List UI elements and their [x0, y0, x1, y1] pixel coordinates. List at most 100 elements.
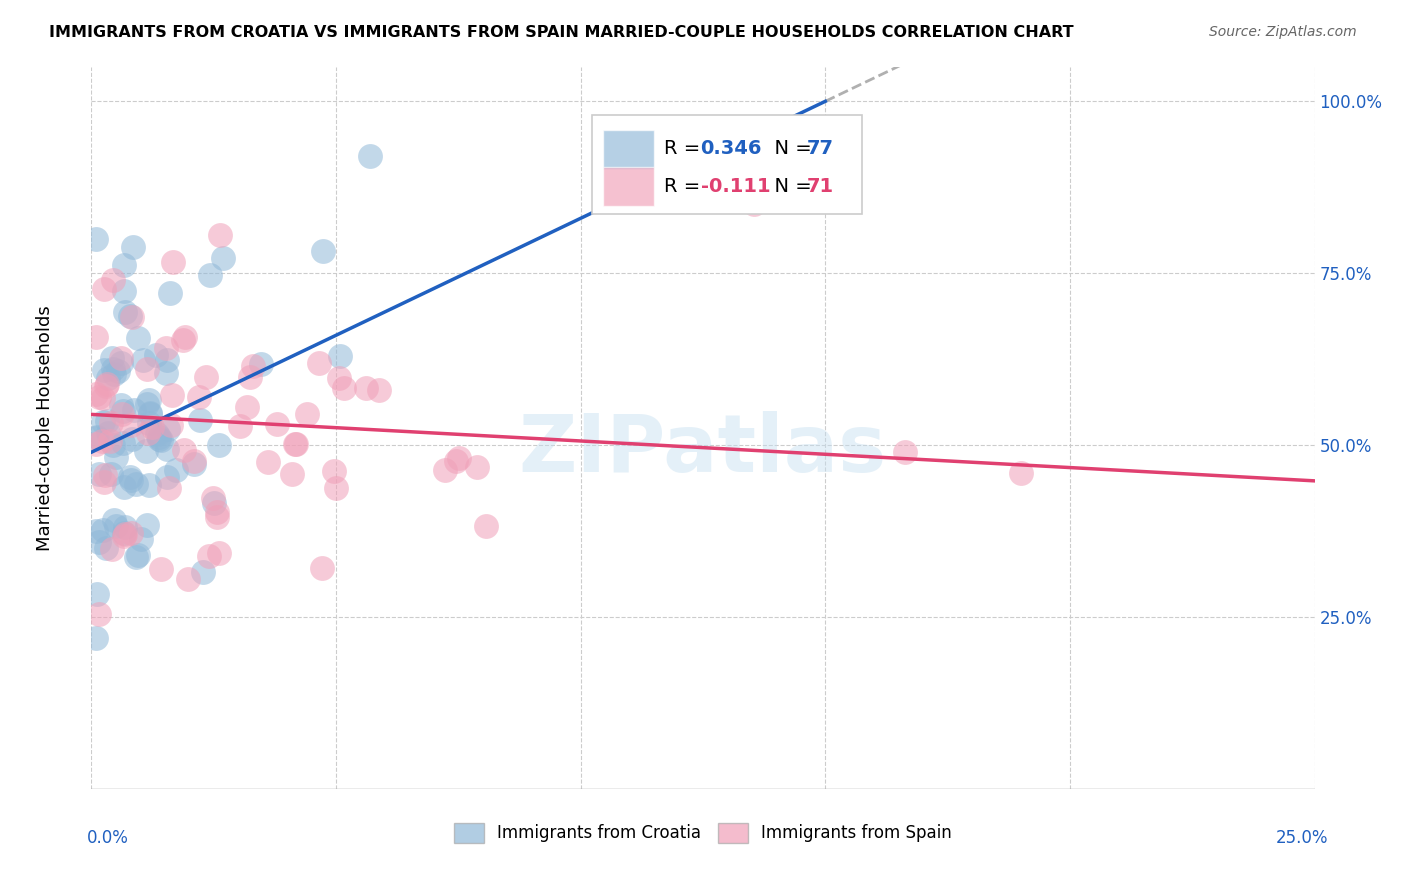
Point — [281, 467, 304, 482]
Point — [103, 513, 125, 527]
Point — [228, 419, 250, 434]
Point — [100, 467, 122, 481]
Point — [111, 435, 134, 450]
Point — [138, 417, 160, 431]
Point — [97, 371, 120, 385]
Point — [155, 341, 177, 355]
Point — [100, 542, 122, 557]
Point — [188, 413, 211, 427]
Point — [173, 443, 195, 458]
Point — [138, 477, 160, 491]
Text: Married-couple Households: Married-couple Households — [37, 305, 53, 551]
Point — [295, 408, 318, 422]
Point — [148, 432, 170, 446]
Text: IMMIGRANTS FROM CROATIA VS IMMIGRANTS FROM SPAIN MARRIED-COUPLE HOUSEHOLDS CORRE: IMMIGRANTS FROM CROATIA VS IMMIGRANTS FR… — [49, 25, 1074, 40]
Point — [121, 310, 143, 324]
Point — [172, 333, 194, 347]
Point — [174, 329, 197, 343]
Point — [165, 463, 187, 477]
Point — [93, 282, 115, 296]
Point — [103, 273, 125, 287]
Point — [86, 587, 108, 601]
Point — [183, 457, 205, 471]
Point — [127, 331, 149, 345]
Point — [148, 430, 170, 444]
Point — [105, 450, 128, 464]
Point — [141, 419, 163, 434]
Point — [93, 391, 115, 405]
Point — [84, 232, 107, 246]
Point — [257, 455, 280, 469]
Point — [127, 548, 149, 562]
Point — [136, 426, 159, 441]
Point — [284, 437, 307, 451]
Point — [183, 453, 205, 467]
Point — [354, 381, 377, 395]
Text: ZIPatlas: ZIPatlas — [519, 411, 887, 489]
Point — [208, 228, 231, 243]
Point — [368, 383, 391, 397]
Point — [249, 357, 271, 371]
Point — [328, 370, 350, 384]
Point — [103, 368, 125, 382]
Point — [125, 477, 148, 491]
FancyBboxPatch shape — [603, 167, 654, 206]
Text: R =: R = — [664, 139, 706, 158]
Point — [208, 546, 231, 560]
Point — [146, 427, 169, 442]
Point — [120, 525, 142, 540]
Point — [135, 397, 157, 411]
Point — [132, 353, 155, 368]
Point — [124, 403, 146, 417]
Point — [96, 541, 118, 555]
Point — [114, 526, 136, 541]
Text: -0.111: -0.111 — [700, 177, 770, 195]
Point — [121, 433, 143, 447]
Point — [91, 415, 114, 429]
Point — [329, 349, 352, 363]
Point — [325, 481, 347, 495]
Point — [433, 463, 456, 477]
Point — [100, 416, 122, 430]
Text: N =: N = — [762, 177, 818, 195]
Point — [112, 258, 135, 272]
Point — [87, 390, 110, 404]
Point — [84, 330, 107, 344]
Point — [125, 550, 148, 565]
Point — [156, 353, 179, 368]
Point — [156, 470, 179, 484]
Point — [84, 631, 107, 645]
Point — [87, 607, 110, 621]
Point — [101, 437, 124, 451]
Point — [120, 473, 142, 487]
Point — [139, 407, 162, 421]
Point — [139, 405, 162, 419]
Point — [96, 377, 118, 392]
Point — [322, 464, 344, 478]
Point — [135, 443, 157, 458]
Point — [157, 422, 180, 436]
Point — [105, 518, 128, 533]
Text: R =: R = — [664, 177, 706, 195]
Point — [187, 390, 209, 404]
Point — [176, 572, 198, 586]
Text: 71: 71 — [807, 177, 834, 195]
Point — [202, 496, 225, 510]
Point — [1010, 466, 1032, 480]
Point — [198, 268, 221, 282]
Point — [150, 433, 173, 447]
Point — [118, 470, 141, 484]
Point — [201, 491, 224, 505]
Point — [205, 510, 228, 524]
Point — [742, 197, 765, 211]
Point — [107, 364, 129, 378]
Point — [446, 454, 468, 468]
Point — [284, 436, 307, 450]
Point — [159, 286, 181, 301]
Point — [129, 532, 152, 546]
Point — [162, 255, 184, 269]
Point — [333, 381, 356, 395]
Point — [96, 414, 118, 428]
Point — [93, 475, 115, 490]
Point — [894, 445, 917, 459]
